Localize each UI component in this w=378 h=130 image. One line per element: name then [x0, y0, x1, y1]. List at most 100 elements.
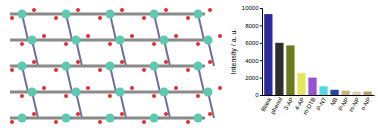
- metal-node: [62, 10, 71, 19]
- oxygen-atom: [120, 60, 124, 64]
- framework-bond: [10, 91, 205, 94]
- metal-node: [28, 36, 37, 45]
- oxygen-atom: [108, 42, 112, 46]
- bar: [264, 14, 272, 95]
- y-axis: 0 2000 4000 6000 8000 10000: [242, 5, 263, 98]
- oxygen-atom: [32, 60, 36, 64]
- metal-node: [18, 62, 27, 71]
- x-tick: NB: [329, 95, 338, 107]
- oxygen-atom: [98, 120, 102, 124]
- x-tick-label: o-NP: [360, 96, 372, 111]
- bar: [330, 90, 338, 95]
- metal-node: [72, 88, 81, 97]
- metal-node: [18, 10, 27, 19]
- oxygen-atom: [142, 16, 146, 20]
- oxygen-atom: [186, 68, 190, 72]
- x-tick-label: P-NT: [315, 96, 327, 111]
- oxygen-atom: [76, 60, 80, 64]
- oxygen-atom: [218, 34, 222, 38]
- oxygen-atom: [64, 94, 68, 98]
- x-tick-label: m-DTB: [302, 96, 317, 115]
- metal-node: [150, 62, 159, 71]
- y-tick-label: 4000: [245, 58, 259, 64]
- metal-node: [160, 36, 169, 45]
- oxygen-atom: [42, 86, 46, 90]
- metal-node: [194, 10, 203, 19]
- y-tick-mark: [260, 78, 262, 79]
- y-tick: 0: [255, 92, 262, 98]
- y-tick-label: 6000: [245, 40, 259, 46]
- bars: [264, 14, 372, 95]
- y-tick-mark: [260, 8, 262, 9]
- oxygen-atom: [208, 112, 212, 116]
- oxygen-atom: [196, 94, 200, 98]
- oxygen-atom: [164, 112, 168, 116]
- metal-node: [106, 62, 115, 71]
- oxygen-atom: [98, 16, 102, 20]
- y-tick: 10000: [242, 5, 262, 11]
- oxygen-atom: [130, 34, 134, 38]
- oxygen-atom: [218, 86, 222, 90]
- oxygen-atom: [64, 42, 68, 46]
- bar: [319, 86, 327, 95]
- oxygen-atom: [174, 86, 178, 90]
- x-tick: P-NT: [315, 95, 327, 112]
- oxygen-atom: [130, 86, 134, 90]
- y-axis-line: [260, 9, 263, 96]
- y-tick-mark: [260, 43, 262, 44]
- x-tick: o-NP: [360, 95, 372, 111]
- bar: [341, 91, 349, 95]
- x-tick: phenol: [269, 95, 283, 115]
- y-tick-label: 10000: [242, 5, 259, 11]
- oxygen-atom: [186, 120, 190, 124]
- oxygen-atom: [196, 42, 200, 46]
- oxygen-atom: [142, 68, 146, 72]
- framework-sketch: [10, 8, 222, 124]
- oxygen-atom: [152, 42, 156, 46]
- oxygen-atom: [10, 68, 14, 72]
- x-axis: Blankphenol3-AP4-APm-DTBP-NTNBP-NPm-NPo-…: [260, 95, 375, 116]
- y-axis-title: Intensity / a. u.: [230, 29, 238, 75]
- metal-node: [18, 114, 27, 123]
- x-tick-label: phenol: [269, 96, 283, 115]
- x-tick-label: NB: [329, 96, 338, 106]
- oxygen-atom: [120, 8, 124, 12]
- oxygen-atom: [86, 34, 90, 38]
- figure: 0 2000 4000 6000 8000 10000 Blankphenol3-AP4-A…: [0, 0, 378, 130]
- metal-node: [62, 62, 71, 71]
- bar: [364, 92, 372, 95]
- y-tick-label: 2000: [245, 75, 259, 81]
- framework-bond: [10, 39, 205, 42]
- y-tick-label: 0: [255, 92, 259, 98]
- metal-node: [106, 10, 115, 19]
- x-tick-label: m-NP: [348, 96, 361, 112]
- metal-node: [204, 36, 213, 45]
- y-tick: 4000: [245, 58, 262, 64]
- oxygen-atom: [120, 112, 124, 116]
- metal-node: [194, 62, 203, 71]
- y-tick-mark: [260, 95, 262, 96]
- oxygen-atom: [186, 16, 190, 20]
- oxygen-atom: [32, 112, 36, 116]
- metal-node: [204, 88, 213, 97]
- x-axis-line: [263, 95, 375, 96]
- oxygen-atom: [76, 8, 80, 12]
- metal-node: [28, 88, 37, 97]
- bar: [308, 78, 316, 95]
- oxygen-atom: [174, 34, 178, 38]
- metal-node: [116, 88, 125, 97]
- oxygen-atom: [54, 68, 58, 72]
- oxygen-atom: [164, 60, 168, 64]
- metal-node: [160, 88, 169, 97]
- y-tick: 8000: [245, 23, 262, 29]
- oxygen-atom: [32, 8, 36, 12]
- metal-node: [150, 114, 159, 123]
- oxygen-atom: [76, 112, 80, 116]
- oxygen-atom: [164, 8, 168, 12]
- oxygen-atom: [208, 8, 212, 12]
- oxygen-atom: [86, 86, 90, 90]
- x-tick: m-DTB: [302, 95, 317, 116]
- y-tick: 2000: [245, 75, 262, 81]
- bar: [286, 45, 294, 95]
- oxygen-atom: [98, 68, 102, 72]
